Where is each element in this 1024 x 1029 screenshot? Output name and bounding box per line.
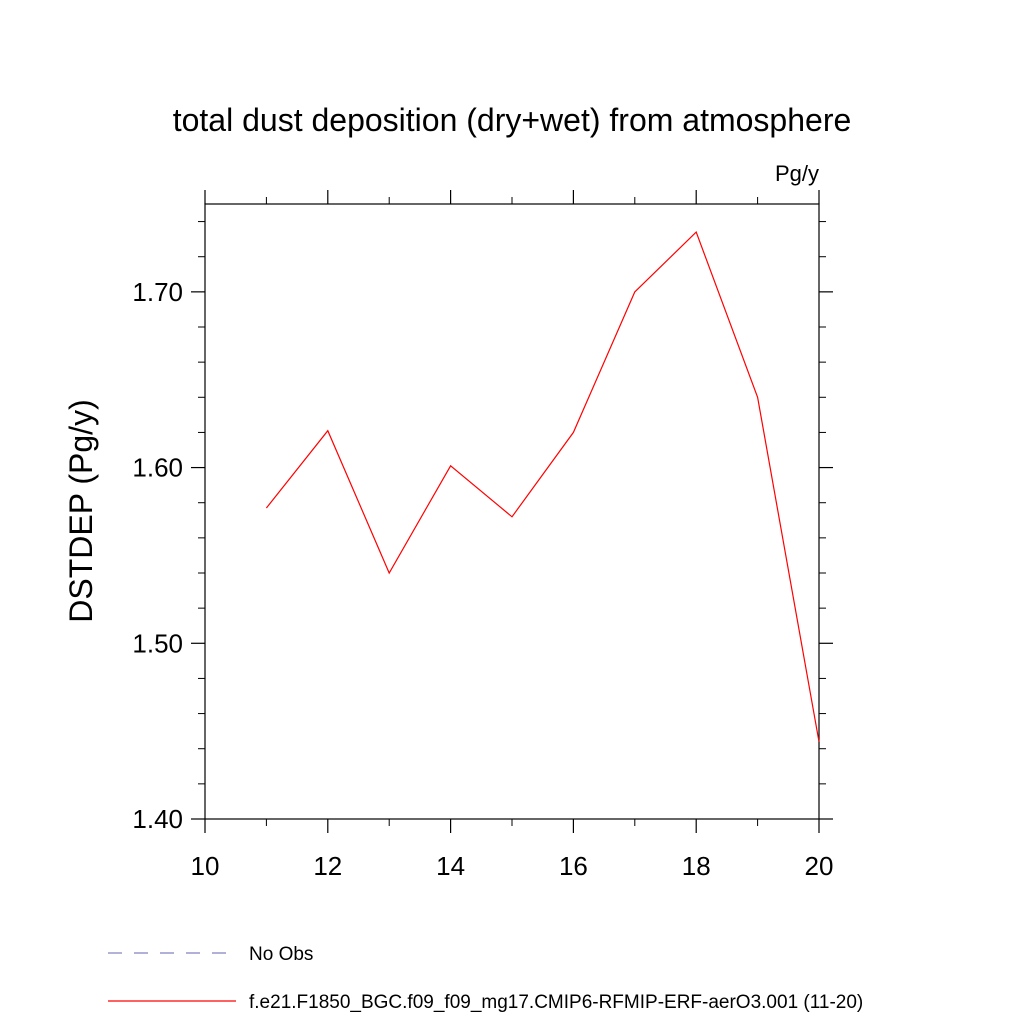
x-tick-label: 18 [682,851,711,881]
chart-title: total dust deposition (dry+wet) from atm… [173,102,852,138]
series-line [265,231,820,742]
y-tick-label: 1.60 [132,453,183,483]
units-label: Pg/y [775,161,819,186]
legend-label: No Obs [249,944,313,965]
y-tick-label: 1.50 [132,628,183,658]
x-tick-label: 12 [313,851,342,881]
plot-frame [204,203,820,820]
x-tick-label: 20 [805,851,834,881]
legend-label: f.e21.F1850_BGC.f09_f09_mg17.CMIP6-RFMIP… [249,992,863,1013]
y-tick-label: 1.70 [132,277,183,307]
x-tick-label: 10 [191,851,220,881]
y-axis-label: DSTDEP (Pg/y) [63,399,99,622]
plot-marks: 10 12 14 16 18 20 1.40 1.50 1.60 1.70 No Obs f.e21.… [108,190,863,1013]
x-tick-label: 14 [436,851,465,881]
y-tick-label: 1.40 [132,804,183,834]
x-tick-label: 16 [559,851,588,881]
